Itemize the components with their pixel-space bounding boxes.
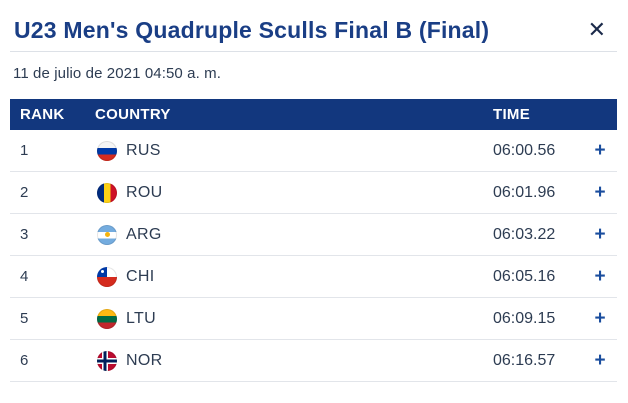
time-value: 06:01.96 — [493, 183, 556, 201]
table-row: 4 CHI 06:05.16 + — [10, 256, 617, 299]
country-code: NOR — [126, 351, 163, 369]
header-time: TIME — [493, 106, 531, 124]
time-value: 06:16.57 — [493, 351, 556, 369]
modal-header: U23 Men's Quadruple Sculls Final B (Fina… — [0, 0, 628, 51]
argentina-flag-icon — [97, 224, 117, 245]
table-row: 5 LTU 06:09.15 + — [10, 298, 617, 341]
table-row: 1 RUS 06:00.56 + — [10, 130, 617, 173]
expand-row-button[interactable]: + — [583, 351, 617, 370]
time-value: 06:03.22 — [493, 225, 556, 243]
expand-row-button[interactable]: + — [583, 267, 617, 286]
country-cell: NOR — [85, 350, 483, 371]
country-cell: LTU — [85, 308, 483, 329]
rank-value: 2 — [20, 184, 29, 202]
romania-flag-icon — [97, 182, 117, 203]
russia-flag-icon — [97, 140, 117, 161]
header-divider — [10, 51, 617, 53]
time-value: 06:00.56 — [493, 141, 556, 159]
table-header-row: RANK COUNTRY TIME — [10, 99, 617, 131]
table-row: 2 ROU 06:01.96 + — [10, 172, 617, 215]
rank-value: 4 — [20, 268, 29, 286]
rank-value: 6 — [20, 352, 29, 370]
rank-value: 1 — [20, 142, 29, 160]
country-cell: RUS — [85, 140, 483, 161]
country-code: LTU — [126, 309, 156, 327]
country-code: ROU — [126, 183, 163, 201]
expand-row-button[interactable]: + — [583, 141, 617, 160]
time-value: 06:05.16 — [493, 267, 556, 285]
expand-row-button[interactable]: + — [583, 225, 617, 244]
country-code: ARG — [126, 225, 162, 243]
table-row: 3 ARG 06:03.22 + — [10, 214, 617, 257]
rank-value: 3 — [20, 226, 29, 244]
norway-flag-icon — [97, 350, 117, 371]
header-rank: RANK — [20, 106, 65, 124]
table-row: 6 NOR 06:16.57 + — [10, 340, 617, 383]
chile-flag-icon — [97, 266, 117, 287]
country-code: RUS — [126, 141, 161, 159]
page-title: U23 Men's Quadruple Sculls Final B (Fina… — [14, 17, 490, 43]
country-code: CHI — [126, 267, 155, 285]
rank-value: 5 — [20, 310, 29, 328]
header-country: COUNTRY — [95, 106, 171, 124]
country-cell: CHI — [85, 266, 483, 287]
close-icon[interactable]: ✕ — [582, 17, 612, 43]
lithuania-flag-icon — [97, 308, 117, 329]
country-cell: ROU — [85, 182, 483, 203]
time-value: 06:09.15 — [493, 309, 556, 327]
country-cell: ARG — [85, 224, 483, 245]
expand-row-button[interactable]: + — [583, 309, 617, 328]
expand-row-button[interactable]: + — [583, 183, 617, 202]
event-date: 11 de julio de 2021 04:50 a. m. — [13, 65, 221, 83]
results-table: RANK COUNTRY TIME 1 RUS 06:00.56 + 2 ROU… — [10, 99, 617, 383]
